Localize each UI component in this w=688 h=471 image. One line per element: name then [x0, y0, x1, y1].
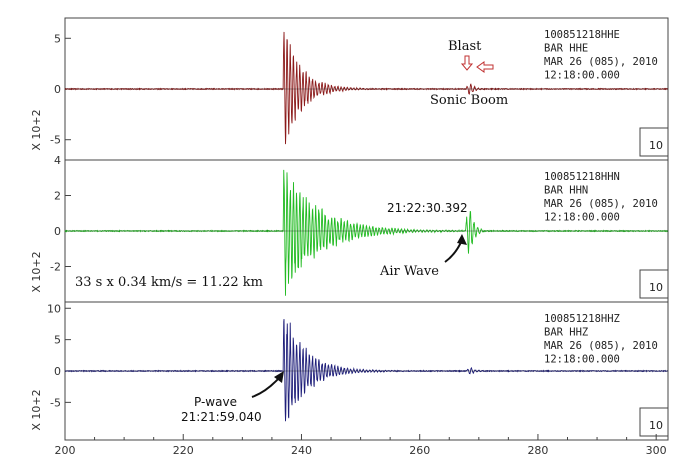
sonic-boom-arrow-icon	[476, 61, 494, 73]
scale-box	[639, 127, 669, 157]
station-info-line: MAR 26 (085), 2010	[544, 340, 658, 352]
y-tick-label: 0	[54, 83, 61, 96]
scale-box-label: 10	[649, 139, 663, 152]
scale-box	[639, 407, 669, 437]
annotation-sonic-boom: Sonic Boom	[430, 93, 508, 108]
y-tick-label: -5	[50, 396, 61, 409]
scale-box	[639, 269, 669, 299]
x-tick-label: 280	[527, 444, 548, 457]
y-tick-label: -5	[50, 134, 61, 147]
scale-box-label: 10	[649, 281, 663, 294]
x-axis: 200 220 240 260 280 300	[55, 434, 667, 457]
x-tick-label: 200	[55, 444, 76, 457]
y-tick-label: 5	[54, 32, 61, 45]
station-info-line: 100851218HHZ	[544, 313, 620, 325]
station-info-line: BAR HHZ	[544, 327, 588, 339]
y-axis-label: X 10+2	[30, 109, 43, 150]
y-tick-label: 10	[47, 302, 61, 315]
station-info-line: 100851218HHE	[544, 29, 620, 41]
station-info-line: BAR HHN	[544, 185, 588, 197]
y-axis-label: X 10+2	[30, 251, 43, 292]
annotation-p-wave: P-wave	[194, 395, 237, 409]
station-info-line: MAR 26 (085), 2010	[544, 56, 658, 68]
x-tick-label: 300	[646, 444, 667, 457]
y-tick-label: 0	[54, 225, 61, 238]
y-tick-label: 2	[54, 190, 61, 203]
x-tick-label: 240	[291, 444, 312, 457]
blast-arrow-icon	[460, 55, 474, 71]
y-tick-label: 5	[54, 334, 61, 347]
y-tick-label: -2	[50, 261, 61, 274]
station-info-line: 12:18:00.000	[544, 354, 620, 366]
y-tick-label: 4	[54, 154, 61, 167]
x-tick-label: 260	[409, 444, 430, 457]
x-tick-label: 220	[173, 444, 194, 457]
annotation-blast: Blast	[448, 39, 482, 54]
station-info-line: 12:18:00.000	[544, 212, 620, 224]
y-tick-label: 0	[54, 365, 61, 378]
station-info-line: 12:18:00.000	[544, 70, 620, 82]
y-axis-label: X 10+2	[30, 389, 43, 430]
scale-box-label: 10	[649, 419, 663, 432]
annotation-p-wave-time: 21:21:59.040	[181, 410, 262, 424]
station-info-line: 100851218HHN	[544, 171, 620, 183]
station-info-line: MAR 26 (085), 2010	[544, 198, 658, 210]
station-info-line: BAR HHE	[544, 43, 588, 55]
air-wave-arrow-icon	[457, 234, 467, 245]
p-wave-arrow-line	[251, 377, 280, 398]
annotation-air-wave: Air Wave	[379, 264, 439, 279]
p-wave-arrow-icon	[274, 371, 284, 383]
annotation-air-wave-time: 21:22:30.392	[387, 201, 468, 215]
annotation-distance: 33 s x 0.34 km/s = 11.22 km	[75, 275, 263, 290]
